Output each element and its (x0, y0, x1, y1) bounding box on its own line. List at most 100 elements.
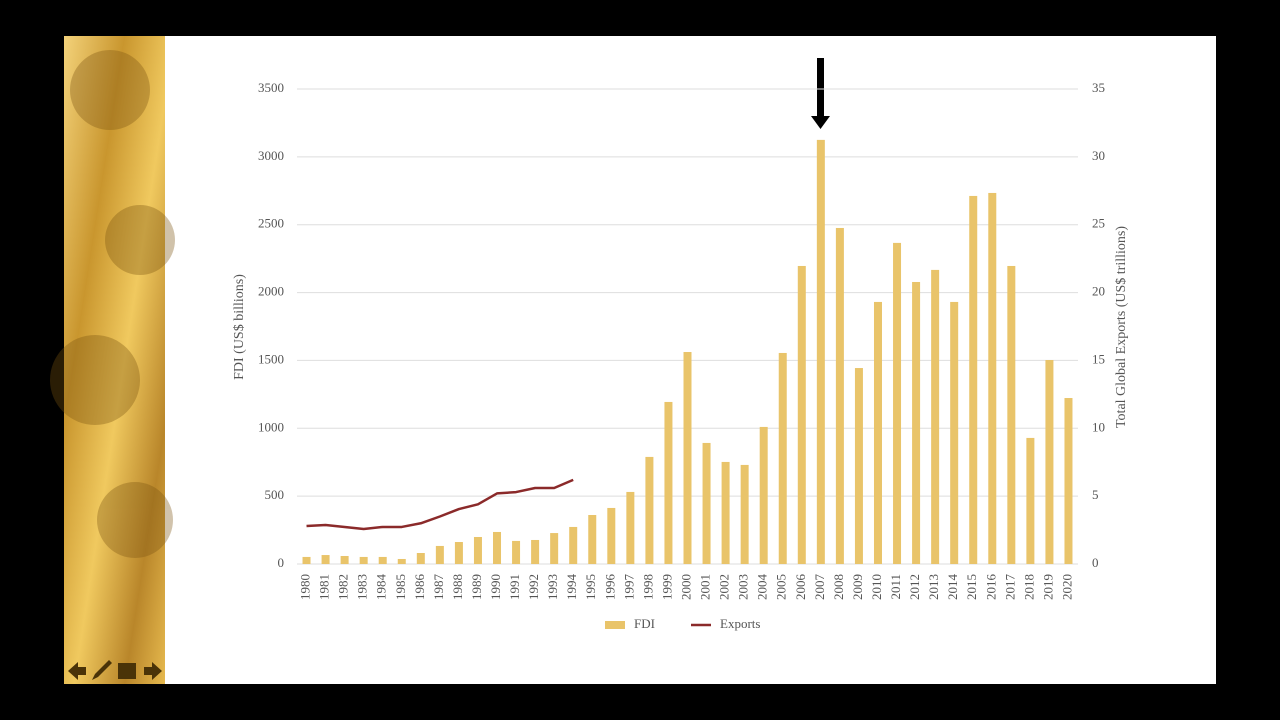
x-tick-label: 2014 (945, 574, 960, 601)
x-tick-label: 1999 (659, 574, 674, 600)
bar (435, 545, 444, 564)
bar (740, 464, 749, 564)
x-tick-label: 2016 (983, 574, 998, 601)
y-tick-label: 0 (278, 555, 285, 570)
bar (340, 555, 349, 564)
y-tick-label: 1000 (258, 419, 284, 434)
y2-tick-label: 10 (1092, 419, 1105, 434)
x-tick-label: 2000 (678, 574, 693, 600)
x-tick-label: 2012 (907, 574, 922, 600)
y2-tick-label: 5 (1092, 487, 1099, 502)
y-tick-label: 2500 (258, 216, 284, 231)
bar (816, 139, 825, 564)
bar (397, 558, 406, 564)
x-tick-label: 2003 (736, 574, 751, 600)
bar (893, 242, 902, 564)
bar (531, 539, 540, 564)
x-tick-label: 2018 (1021, 574, 1036, 600)
bar (835, 227, 844, 564)
bar (721, 461, 730, 564)
bar (778, 352, 787, 564)
bar (1026, 437, 1035, 564)
x-tick-label: 2007 (812, 574, 827, 601)
x-tick-label: 2001 (698, 574, 713, 600)
bar (321, 555, 330, 564)
y-tick-label: 3000 (258, 148, 284, 163)
x-tick-label: 2004 (755, 574, 770, 601)
x-tick-label: 1990 (488, 574, 503, 600)
bar (1064, 398, 1073, 564)
x-tick-label: 1991 (507, 574, 522, 600)
x-tick-label: 2011 (888, 574, 903, 600)
x-tick-label: 1994 (564, 574, 579, 601)
x-tick-label: 2013 (926, 574, 941, 600)
x-tick-label: 1997 (621, 574, 636, 601)
bar (854, 368, 863, 564)
x-tick-label: 1981 (317, 574, 332, 600)
y2-tick-label: 15 (1092, 351, 1105, 366)
x-tick-label: 2019 (1040, 574, 1055, 600)
x-tick-label: 1988 (450, 574, 465, 600)
decorative-panel (64, 36, 165, 684)
x-tick-label: 2006 (793, 574, 808, 601)
y2-axis-title: Total Global Exports (US$ trillions) (1114, 226, 1129, 428)
x-tick-label: 1995 (583, 574, 598, 600)
y-tick-label: 2000 (258, 284, 284, 299)
bar (873, 301, 882, 564)
annotation-arrow (811, 58, 830, 129)
bar (645, 456, 654, 564)
bar (950, 301, 959, 564)
bar (454, 542, 463, 564)
bar (1007, 265, 1016, 564)
bar (569, 526, 578, 564)
bar (664, 401, 673, 564)
prev-button[interactable] (68, 662, 86, 680)
x-tick-label: 1987 (431, 574, 446, 601)
y2-tick-label: 35 (1092, 80, 1105, 95)
bar (702, 442, 711, 564)
line-series (306, 478, 574, 531)
bar (302, 556, 311, 564)
y-tick-label: 500 (265, 487, 285, 502)
bar (550, 533, 559, 564)
x-tick-label: 2005 (774, 574, 789, 600)
x-tick-label: 1985 (393, 574, 408, 600)
legend-label: Exports (720, 616, 760, 631)
bar (626, 491, 635, 564)
menu-button[interactable] (118, 663, 136, 679)
x-tick-label: 2017 (1002, 574, 1017, 601)
bar (683, 352, 692, 564)
bar (988, 192, 997, 564)
y-tick-label: 3500 (258, 80, 284, 95)
x-tick-label: 2010 (869, 574, 884, 600)
bar (588, 515, 597, 564)
x-tick-label: 1998 (640, 574, 655, 600)
slide-nav[interactable] (68, 660, 162, 680)
x-tick-label: 1989 (469, 574, 484, 600)
x-tick-label: 1986 (412, 574, 427, 601)
pen-button[interactable] (92, 660, 112, 680)
bar (512, 540, 521, 564)
y-axis-title: FDI (US$ billions) (232, 274, 247, 380)
bar (797, 265, 806, 564)
y2-tick-label: 25 (1092, 216, 1105, 231)
legend-label: FDI (634, 616, 655, 631)
x-tick-label: 1982 (336, 574, 351, 600)
bar (473, 536, 482, 564)
bar (416, 553, 425, 564)
bar (607, 507, 616, 564)
bar (493, 531, 502, 564)
x-tick-label: 1983 (355, 574, 370, 600)
x-tick-label: 2015 (964, 574, 979, 600)
bar (931, 269, 940, 564)
x-tick-label: 1996 (602, 574, 617, 601)
x-tick-label: 2009 (850, 574, 865, 600)
y-tick-label: 1500 (258, 351, 284, 366)
next-button[interactable] (144, 662, 162, 680)
bar (359, 556, 368, 564)
bar (378, 556, 387, 564)
bar (1045, 360, 1054, 564)
x-tick-label: 2008 (831, 574, 846, 600)
x-tick-label: 1993 (545, 574, 560, 600)
